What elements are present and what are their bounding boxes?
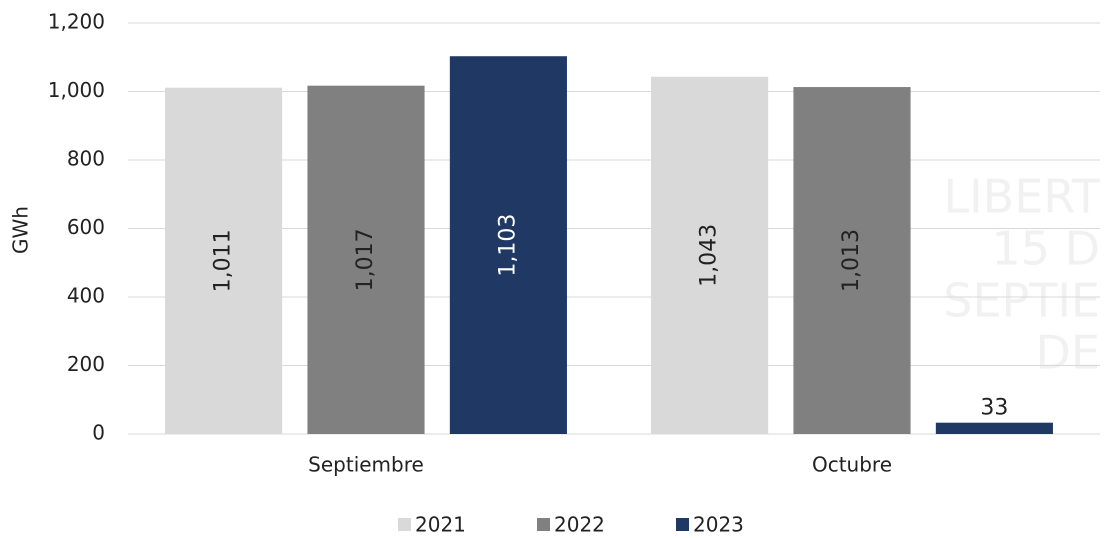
value-label: 33: [980, 396, 1008, 421]
x-tick-label: Octubre: [812, 453, 892, 477]
y-axis-label: GWh: [9, 206, 33, 254]
legend-label: 2021: [415, 513, 466, 537]
watermark: SEPTIE: [943, 274, 1100, 328]
y-tick-label: 1,000: [48, 78, 105, 102]
value-label: 1,103: [495, 214, 520, 277]
legend-label: 2022: [554, 513, 605, 537]
x-tick-label: Septiembre: [308, 453, 424, 477]
chart: GWh LIBERT15 DSEPTIEDE 0 200 400 600 800 1,000…: [0, 0, 1106, 538]
value-label: 1,043: [697, 224, 722, 287]
legend-swatch: [537, 518, 550, 531]
value-label: 1,011: [211, 229, 236, 292]
y-tick-label: 400: [67, 284, 105, 308]
legend-swatch: [676, 518, 689, 531]
legend-label: 2023: [693, 513, 744, 537]
value-label: 1,017: [353, 228, 378, 291]
watermark: 15 D: [991, 222, 1100, 276]
value-label: 1,013: [839, 229, 864, 292]
y-tick-label: 800: [67, 147, 105, 171]
watermark: DE: [1036, 326, 1101, 380]
bar: [936, 423, 1053, 434]
y-tick-label: 0: [92, 421, 105, 445]
y-tick-label: 200: [67, 352, 105, 376]
watermark: LIBERT: [943, 170, 1100, 224]
y-tick-label: 1,200: [48, 10, 105, 34]
legend-swatch: [398, 518, 411, 531]
y-tick-label: 600: [67, 215, 105, 239]
